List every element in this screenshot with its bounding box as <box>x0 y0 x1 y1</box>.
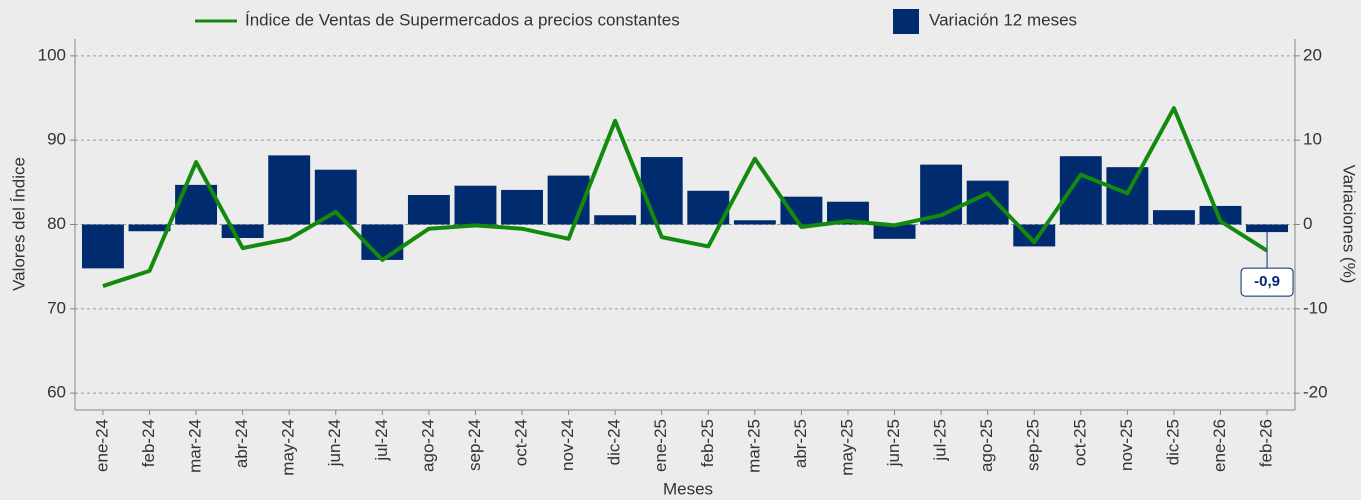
bar <box>733 220 776 225</box>
x-tick-label: mar-25 <box>744 419 763 473</box>
bar <box>128 224 171 232</box>
bar <box>407 194 450 225</box>
x-tick-label: mar-24 <box>186 419 205 473</box>
x-tick-label: ene-24 <box>92 419 111 472</box>
bar <box>1246 224 1289 233</box>
line <box>102 106 1269 288</box>
x-tick-label: may-25 <box>837 419 856 476</box>
bar <box>314 169 357 225</box>
x-tick-label: ene-26 <box>1210 419 1229 472</box>
y-tick-label: 90 <box>47 130 66 149</box>
y2-tick-label: -10 <box>1303 298 1328 317</box>
bar <box>780 196 823 225</box>
x-tick-label: jun-25 <box>884 419 903 467</box>
y-tick-label: 70 <box>47 298 66 317</box>
bar <box>1106 167 1149 225</box>
x-tick-label: abr-25 <box>791 419 810 468</box>
legend-label: Índice de Ventas de Supermercados a prec… <box>245 10 680 29</box>
bar <box>640 157 683 225</box>
label-box <box>1240 267 1294 297</box>
x-tick-label: feb-25 <box>698 419 717 467</box>
x-tick-label: nov-25 <box>1117 419 1136 471</box>
x-tick-label: jul-25 <box>931 419 950 462</box>
x-tick-label: dic-24 <box>605 419 624 465</box>
y-tick-label: 80 <box>47 214 66 233</box>
x-tick-label: sep-24 <box>465 419 484 471</box>
bar <box>594 215 637 225</box>
y2-tick-label: 10 <box>1303 130 1322 149</box>
bar <box>268 155 311 225</box>
bar <box>501 189 543 225</box>
legend-label: Variación 12 meses <box>929 10 1077 29</box>
y2-tick-label: -20 <box>1303 383 1328 402</box>
x-tick-label: may-24 <box>279 419 298 476</box>
x-tick-label: oct-25 <box>1070 419 1089 466</box>
y-tick-label: 60 <box>47 383 66 402</box>
x-tick-label: abr-24 <box>232 419 251 468</box>
bar <box>454 185 497 225</box>
y-tick-label: 100 <box>38 45 66 64</box>
y-axis-title: Valores del Índice <box>9 157 28 291</box>
y2-tick-label: 0 <box>1303 214 1312 233</box>
bar <box>1199 205 1242 225</box>
y2-axis-title: Variaciones (%) <box>1340 165 1359 284</box>
x-tick-label: ago-25 <box>977 419 996 472</box>
x-tick-label: sep-25 <box>1024 419 1043 471</box>
x-tick-label: jul-24 <box>372 419 391 462</box>
bar <box>873 224 916 239</box>
x-tick-label: feb-26 <box>1257 419 1276 467</box>
data-label: -0,9 <box>1254 273 1280 290</box>
bar <box>361 224 404 260</box>
x-tick-label: ago-24 <box>418 419 437 472</box>
bar <box>1059 156 1102 225</box>
legend-swatch <box>893 9 919 34</box>
x-tick-label: ene-25 <box>651 419 670 472</box>
y2-tick-label: 20 <box>1303 45 1322 64</box>
x-tick-label: jun-24 <box>325 419 344 467</box>
bar <box>1152 210 1195 225</box>
x-axis-title: Meses <box>663 479 713 498</box>
bar <box>827 201 869 225</box>
bar <box>966 180 1009 225</box>
bar <box>81 224 124 269</box>
x-tick-label: nov-24 <box>558 419 577 471</box>
bar <box>221 224 264 238</box>
x-tick-label: oct-24 <box>512 419 531 466</box>
x-tick-label: feb-24 <box>139 419 158 467</box>
x-tick-label: dic-25 <box>1163 419 1182 465</box>
